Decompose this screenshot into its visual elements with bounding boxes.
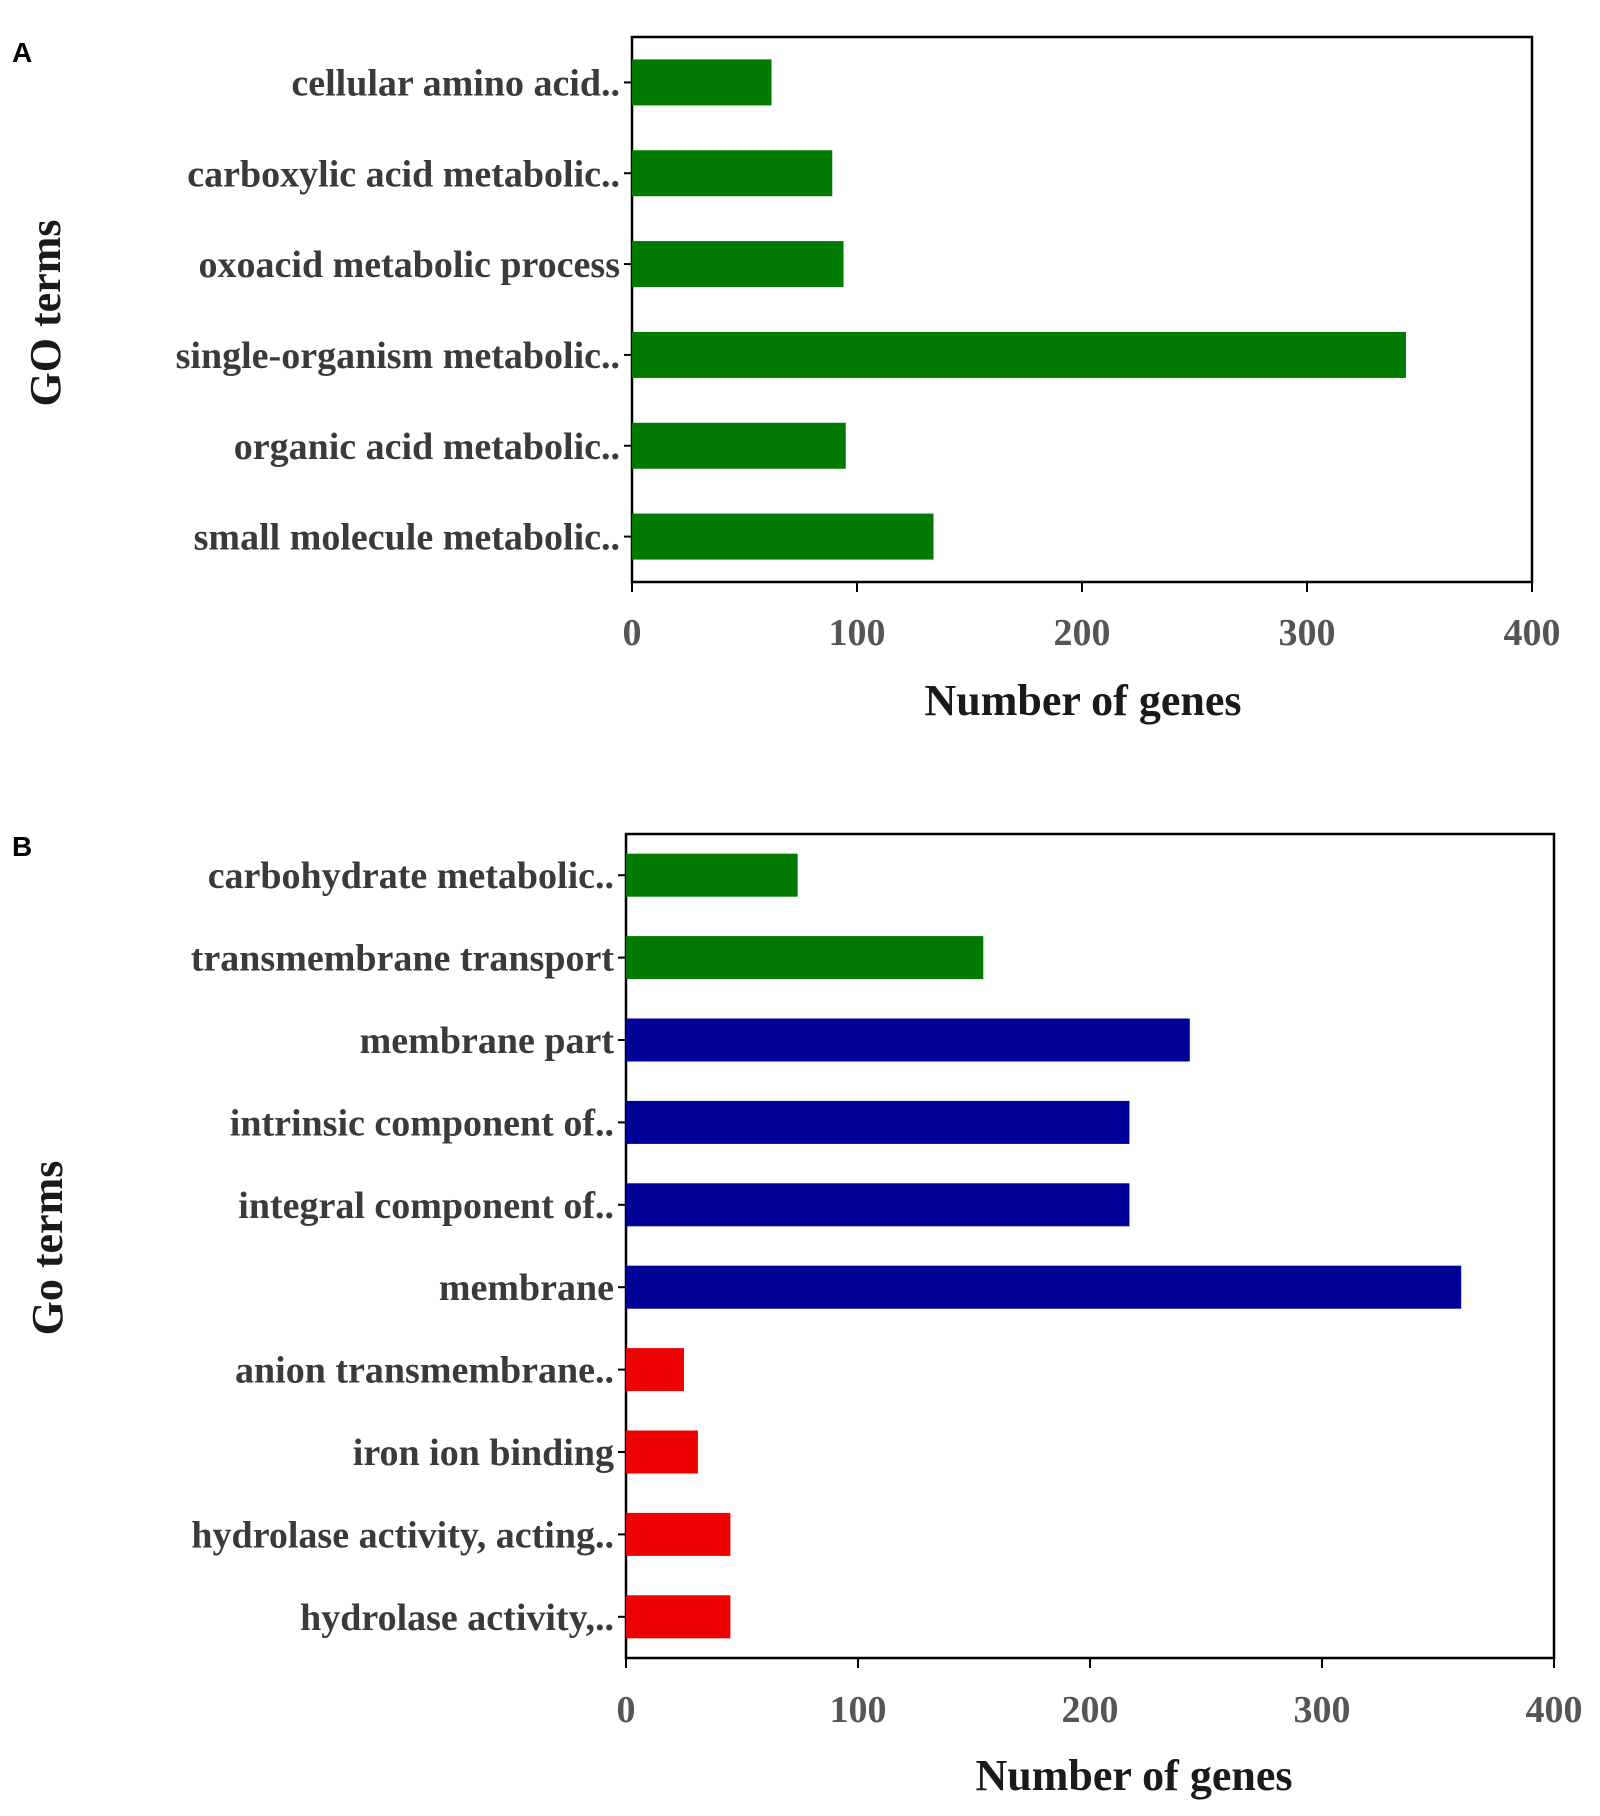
panel-b-x-tick-label-2: 200: [1062, 1689, 1119, 1731]
panel-a-x-tick-label-3: 300: [1279, 612, 1336, 654]
panel-a-plot-frame: [630, 35, 1534, 584]
panel-b-bar-4: [626, 1183, 1130, 1227]
panel-b-x-tick-label-4: 400: [1526, 1689, 1583, 1731]
panel-b-letter: B: [12, 831, 32, 862]
panel-b-category-label-2: membrane part: [360, 1020, 615, 1062]
panel-b-x-tick-label-0: 0: [617, 1689, 636, 1731]
panel-b-bar-7: [626, 1430, 698, 1474]
panel-b-category-label-0: carbohydrate metabolic..: [208, 855, 614, 897]
panel-a-category-label-3: single-organism metabolic..: [176, 335, 620, 377]
panel-a-bar-1: [632, 150, 833, 197]
panel-b-category-label-3: intrinsic component of..: [230, 1102, 614, 1144]
panel-b-bar-1: [626, 936, 984, 980]
panel-a-bar-4: [632, 422, 846, 469]
panel-b-category-label-9: hydrolase activity,..: [300, 1597, 614, 1639]
panel-a-letter: A: [12, 37, 32, 68]
panel-b-category-label-7: iron ion binding: [353, 1432, 614, 1474]
panel-a-x-tick-label-4: 400: [1504, 612, 1561, 654]
panel-b-x-tick-label-3: 300: [1294, 1689, 1351, 1731]
panel-a-category-label-4: organic acid metabolic..: [234, 426, 620, 468]
panel-b-category-label-4: integral component of..: [238, 1185, 614, 1227]
panel-b-bar-2: [626, 1018, 1190, 1062]
panel-a: A GO terms Number of genes cellular amin…: [12, 35, 1561, 725]
panel-b-x-axis-title: Number of genes: [976, 1751, 1293, 1800]
panel-b-bar-9: [626, 1595, 731, 1639]
panel-b-bar-8: [626, 1512, 731, 1556]
panel-a-x-tick-label-0: 0: [623, 612, 642, 654]
panel-a-x-tick-label-1: 100: [829, 612, 886, 654]
panel-b-category-label-6: anion transmembrane..: [235, 1350, 614, 1392]
panel-b-bar-6: [626, 1348, 684, 1392]
panel-a-bar-5: [632, 513, 934, 560]
panel-a-bar-0: [632, 59, 772, 106]
panel-b-category-label-1: transmembrane transport: [191, 938, 615, 980]
panel-b-category-label-8: hydrolase activity, acting..: [191, 1514, 614, 1556]
panel-a-x-tick-label-2: 200: [1054, 612, 1111, 654]
panel-a-y-axis-title: GO terms: [21, 220, 70, 407]
panel-a-category-label-1: carboxylic acid metabolic..: [187, 153, 620, 195]
panel-a-category-label-0: cellular amino acid..: [291, 62, 620, 104]
panel-b-y-axis-title: Go terms: [23, 1161, 72, 1336]
panel-b: B Go terms Number of genes carbohydrate …: [12, 831, 1583, 1800]
panel-b-category-label-5: membrane: [439, 1267, 614, 1309]
panel-b-x-tick-label-1: 100: [830, 1689, 887, 1731]
panel-a-x-axis-title: Number of genes: [925, 676, 1242, 725]
panel-b-bar-5: [626, 1265, 1462, 1309]
panel-a-bar-3: [632, 331, 1406, 378]
panel-b-bar-0: [626, 853, 798, 897]
panel-b-bar-3: [626, 1100, 1130, 1144]
panel-a-category-label-2: oxoacid metabolic process: [199, 244, 620, 286]
panel-a-category-label-5: small molecule metabolic..: [194, 517, 620, 559]
panel-a-bar-2: [632, 241, 844, 288]
